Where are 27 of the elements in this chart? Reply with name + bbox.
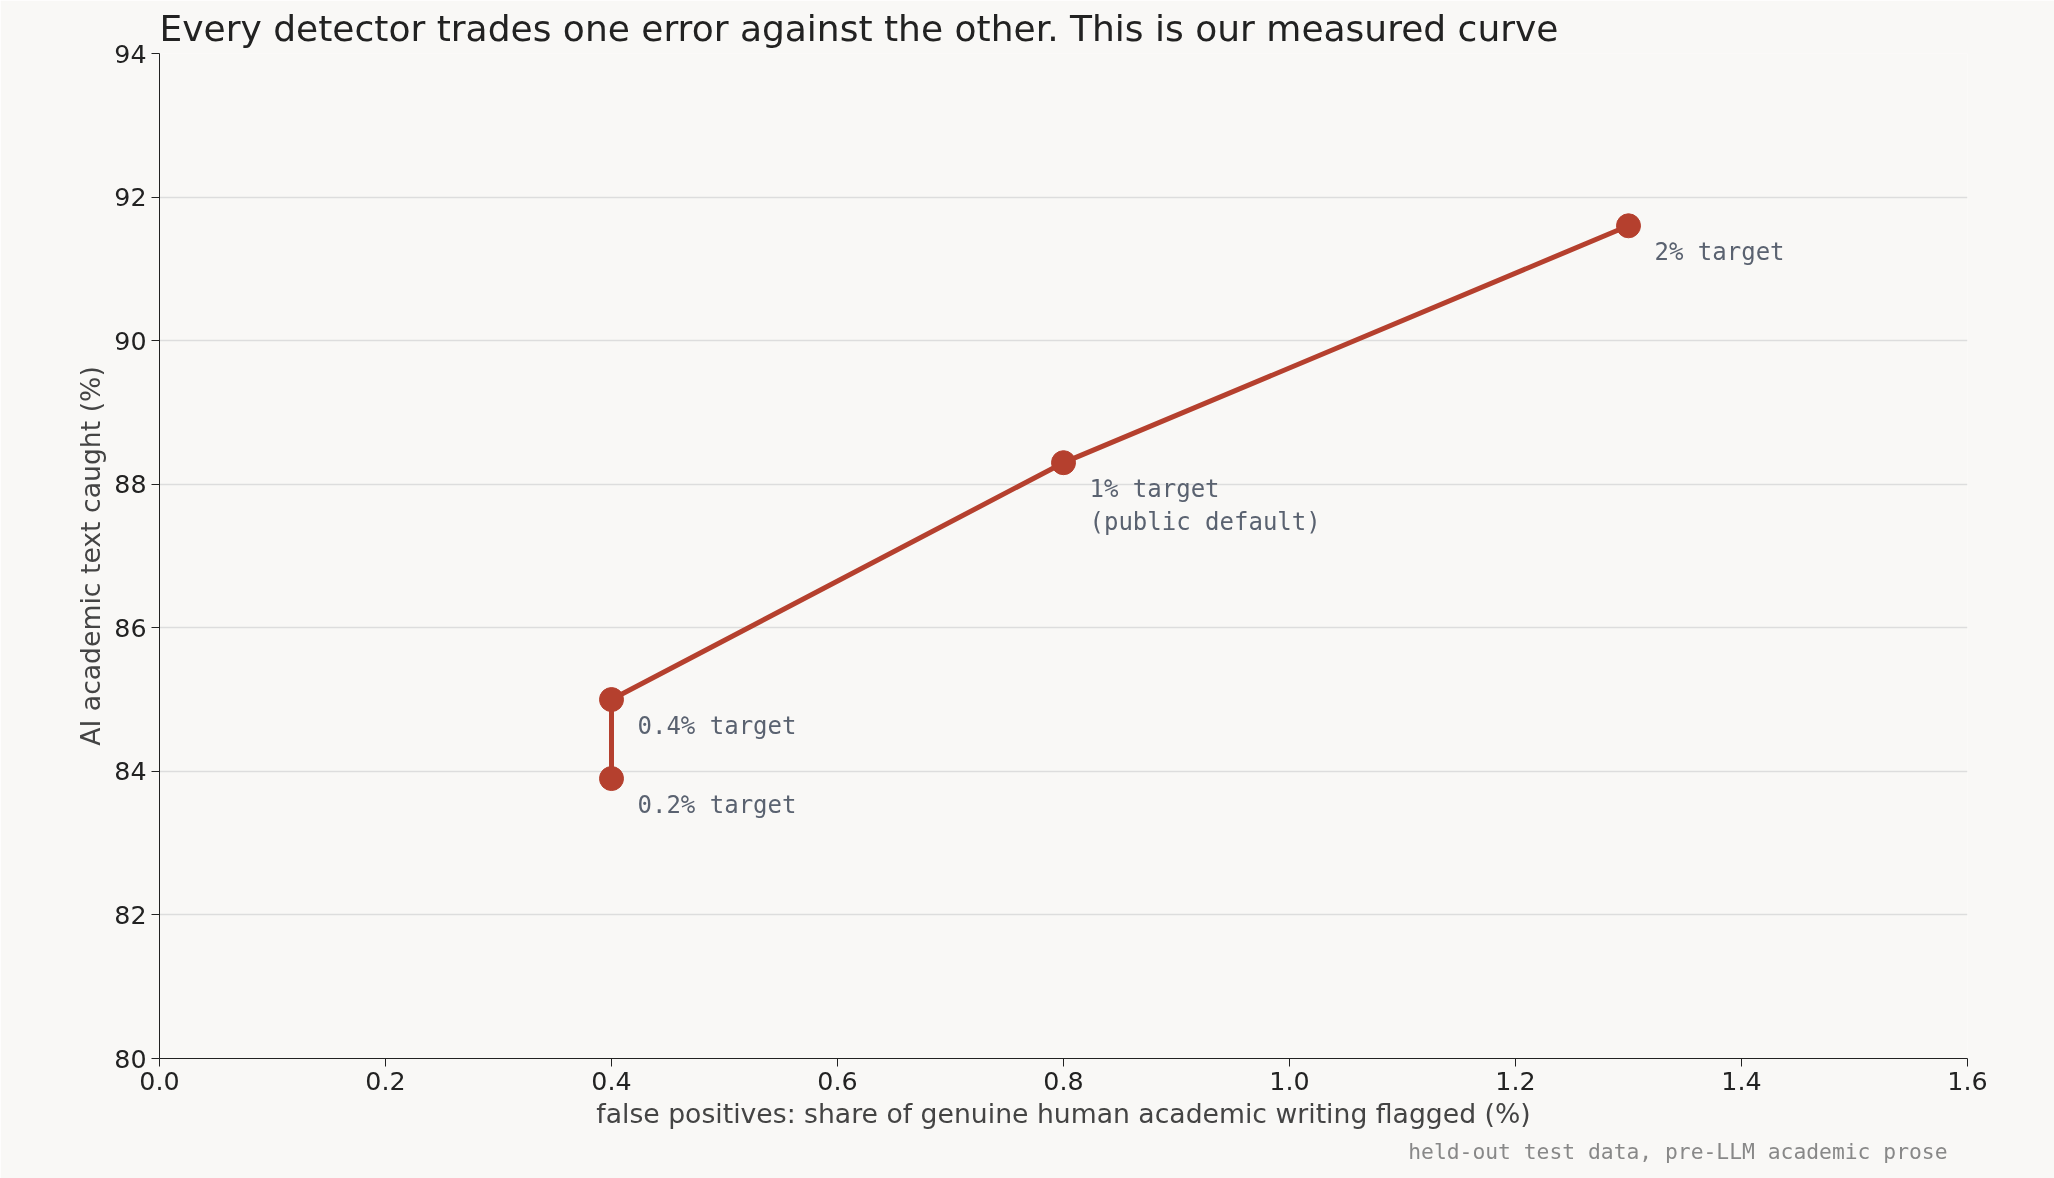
point (599, 766, 624, 792)
y-tick-label: 90 (114, 325, 147, 356)
y-tick-label: 94 (114, 38, 147, 69)
x-tick-label: 1.2 (1495, 1065, 1536, 1096)
x-tick-label: 1.0 (1269, 1065, 1310, 1096)
y-tick-label: 84 (114, 756, 147, 787)
x-axis-title: false positives: share of genuine human academic writing flagged (%) (596, 1097, 1531, 1129)
x-tick-label: 0.2 (365, 1065, 406, 1096)
y-tick-label: 82 (114, 899, 147, 930)
y-tick-label: 88 (114, 469, 147, 500)
annotation: 0.2% target (637, 790, 797, 819)
x-tick-label: 0.6 (817, 1065, 858, 1096)
chart-title: Every detector trades one error against the other. This is our measured curve (159, 7, 1559, 49)
x-tick-label: 0.4 (591, 1065, 632, 1096)
x-tick-label: 1.6 (1947, 1065, 1988, 1096)
point (599, 687, 624, 713)
y-tick-label: 92 (114, 182, 147, 213)
point (1616, 213, 1641, 239)
text: held-out test data, pre-LLM academic prose (1408, 1138, 1948, 1164)
annotation: 0.4% target (637, 711, 797, 740)
annotation: 1% target (public default) (1089, 474, 1321, 537)
annotation: 2% target (1654, 237, 1785, 266)
x-tick-label: 1.4 (1721, 1065, 1762, 1096)
y-axis-title: AI academic text caught (%) (75, 366, 107, 746)
x-tick-label: 0.8 (1043, 1065, 1084, 1096)
point (1051, 450, 1076, 476)
y-tick-label: 86 (114, 612, 147, 643)
